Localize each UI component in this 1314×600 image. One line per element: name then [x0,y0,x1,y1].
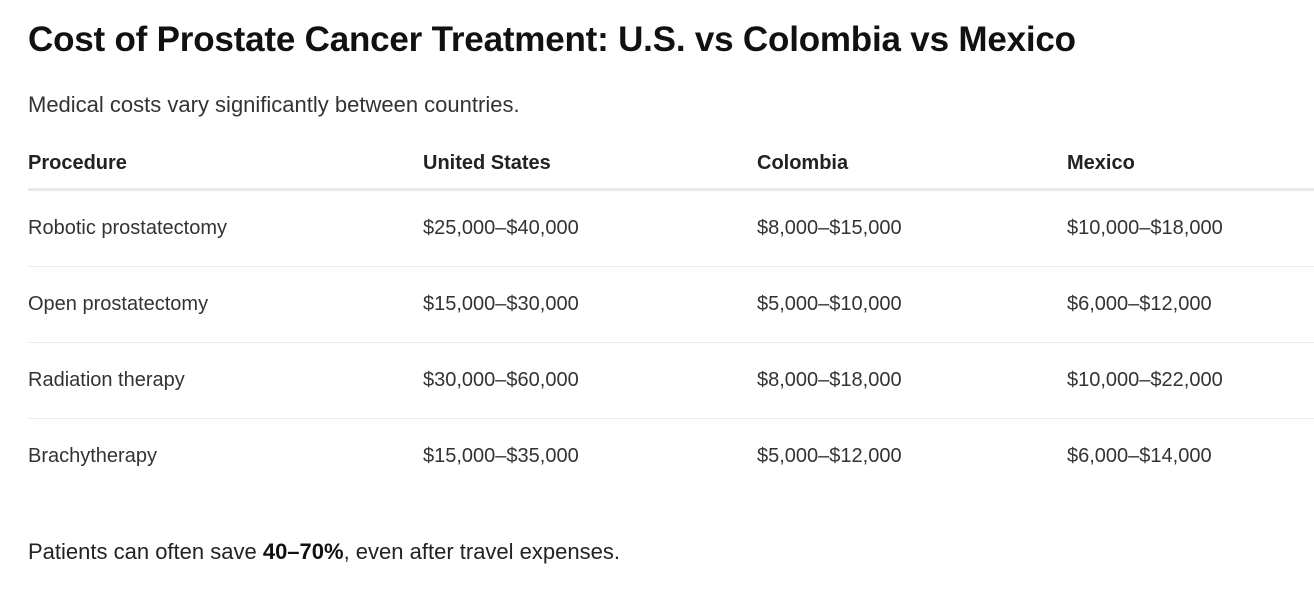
title: Cost of Prostate Cancer Treatment: U.S. … [28,20,1076,59]
table-body: Robotic prostatectomy $25,000–$40,000 $8,0… [28,189,1314,495]
table-row: Robotic prostatectomy $25,000–$40,000 $8,0… [28,189,1314,267]
table-row: Open prostatectomy $15,000–$30,000 $5,000–… [28,266,1314,343]
cost-cell: $15,000–$35,000 [423,445,579,467]
header-row: Procedure United States Colombia Mexico [28,138,1314,191]
table-row: Brachytherapy $15,000–$35,000 $5,000–$12,0… [28,419,1314,495]
cost-cell: $8,000–$15,000 [757,189,1067,267]
cost-cell: $6,000–$14,000 [1067,445,1212,467]
column-header: Mexico [1067,138,1314,191]
cost-cell: $8,000–$18,000 [757,342,1067,419]
cost-cell: $30,000–$60,000 [423,342,757,419]
subtitle: Medical costs vary significantly between… [28,92,520,117]
cost-cell: $6,000–$12,000 [1067,266,1314,343]
note-highlight: 40–70% [262,539,344,564]
cost-cell: $10,000–$18,000 [1067,189,1314,267]
table-row: Radiation therapy $30,000–$60,000 $8,000–$… [28,342,1314,419]
cost-cell: $10,000–$22,000 [1067,342,1314,419]
cost-cell: $25,000–$40,000 [423,189,757,267]
procedure-cell: Open prostatectomy [28,266,423,343]
cost-cell: $5,000–$12,000 [757,445,902,467]
cost-cell: $5,000–$10,000 [757,266,1067,343]
column-header: Colombia [757,138,1067,191]
cost-table: Procedure United States Colombia Mexico Rob… [28,138,1314,494]
column-header: United States [423,138,757,191]
note-text: , even after travel expenses. [343,539,620,564]
procedure-cell: Robotic prostatectomy [28,189,423,267]
table-head: Procedure United States Colombia Mexico [28,138,1314,191]
column-header: Procedure [28,138,423,191]
procedure-cell: Radiation therapy [28,342,423,419]
note-text: Patients can often save [28,539,263,564]
cost-cell: $15,000–$30,000 [423,266,757,343]
note: Patients can often save 40–70%, even aft… [28,539,620,565]
procedure-cell: Brachytherapy [28,445,157,467]
